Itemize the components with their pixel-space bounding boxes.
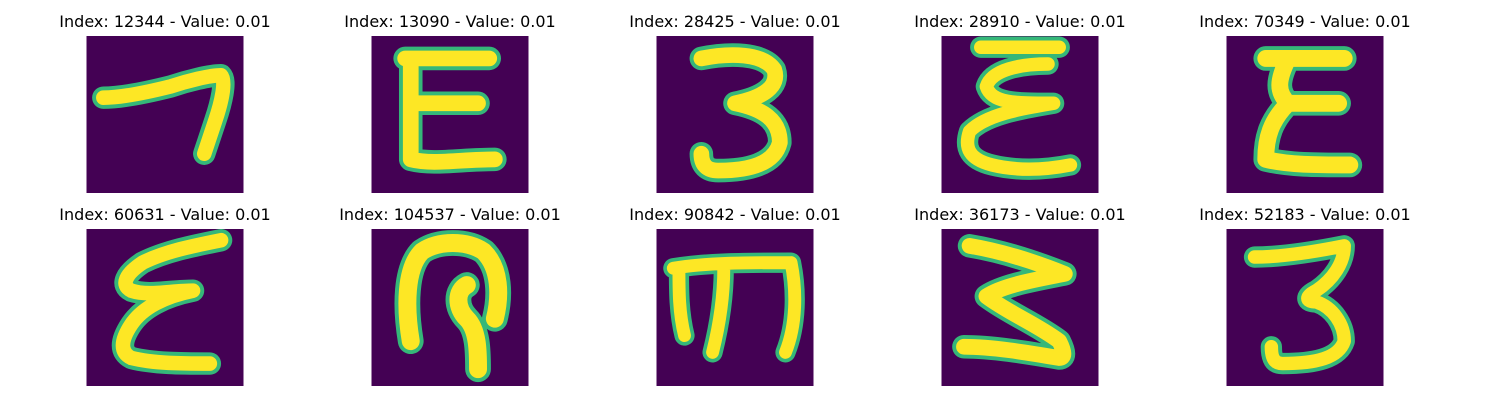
panel-title: Index: 12344 - Value: 0.01: [59, 12, 271, 31]
digit-stroke: [115, 232, 229, 371]
panel-2: Index: 13090 - Value: 0.01: [325, 12, 575, 202]
panel-title: Index: 52183 - Value: 0.01: [1199, 205, 1411, 224]
digit-stroke: [693, 47, 788, 179]
panel-4: Index: 28910 - Value: 0.01: [895, 12, 1145, 202]
digit-stroke: [96, 67, 231, 162]
panel-title: Index: 70349 - Value: 0.01: [1199, 12, 1411, 31]
digit-image: [371, 36, 529, 193]
digit-canvas: [1226, 36, 1384, 193]
digit-canvas: [86, 229, 244, 386]
digit-stroke: [398, 234, 508, 379]
digit-stroke: [1247, 239, 1351, 371]
digit-image: [86, 229, 244, 386]
digit-canvas: [941, 229, 1099, 386]
panel-title: Index: 104537 - Value: 0.01: [339, 205, 561, 224]
digit-stroke: [666, 256, 802, 359]
panel-6: Index: 60631 - Value: 0.01: [40, 205, 290, 395]
digit-canvas: [656, 36, 814, 193]
digit-image: [941, 229, 1099, 386]
digit-image: [371, 229, 529, 386]
digit-canvas: [371, 229, 529, 386]
digit-image: [656, 36, 814, 193]
digit-canvas: [371, 36, 529, 193]
digit-image: [1226, 229, 1384, 386]
digit-stroke: [397, 50, 503, 170]
panel-8: Index: 90842 - Value: 0.01: [610, 205, 860, 395]
digit-stroke: [960, 40, 1078, 176]
digit-stroke: [956, 237, 1073, 366]
digit-image: [656, 229, 814, 386]
panel-10: Index: 52183 - Value: 0.01: [1180, 205, 1430, 395]
digit-image: [941, 36, 1099, 193]
digit-canvas: [656, 229, 814, 386]
digit-stroke: [1257, 50, 1359, 174]
panel-title: Index: 28910 - Value: 0.01: [914, 12, 1126, 31]
digit-canvas: [1226, 229, 1384, 386]
panel-title: Index: 13090 - Value: 0.01: [344, 12, 556, 31]
digit-canvas: [86, 36, 244, 193]
panel-title: Index: 28425 - Value: 0.01: [629, 12, 841, 31]
panel-title: Index: 36173 - Value: 0.01: [914, 205, 1126, 224]
digit-canvas: [941, 36, 1099, 193]
panel-5: Index: 70349 - Value: 0.01: [1180, 12, 1430, 202]
panel-9: Index: 36173 - Value: 0.01: [895, 205, 1145, 395]
panel-1: Index: 12344 - Value: 0.01: [40, 12, 290, 202]
panel-title: Index: 90842 - Value: 0.01: [629, 205, 841, 224]
digit-image: [1226, 36, 1384, 193]
panel-7: Index: 104537 - Value: 0.01: [325, 205, 575, 395]
panel-title: Index: 60631 - Value: 0.01: [59, 205, 271, 224]
panel-3: Index: 28425 - Value: 0.01: [610, 12, 860, 202]
digit-image: [86, 36, 244, 193]
